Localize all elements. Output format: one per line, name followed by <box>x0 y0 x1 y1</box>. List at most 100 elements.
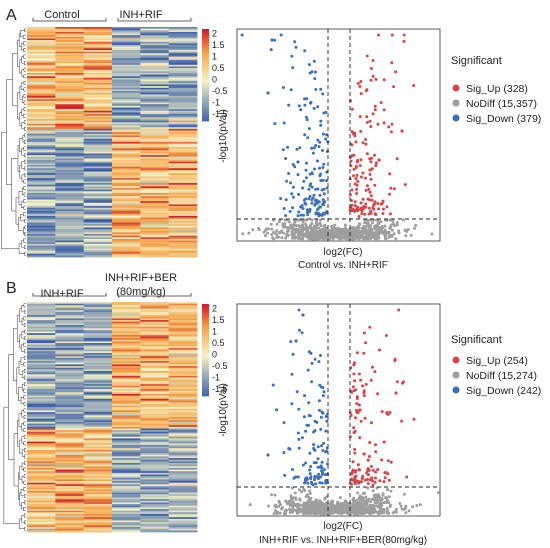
colorbar-segment <box>202 363 209 367</box>
heatmap-cell <box>168 305 198 308</box>
heatmap-cell <box>112 191 141 194</box>
point-nodiff <box>358 222 362 226</box>
heatmap-cell <box>112 181 141 184</box>
heatmap-cell <box>83 196 113 199</box>
heatmap-cell <box>27 163 56 166</box>
heatmap-cell <box>83 385 113 388</box>
heatmap-cell <box>27 45 56 48</box>
heatmap-cell <box>27 515 56 518</box>
point-nodiff <box>398 502 402 505</box>
panel-label-b: B <box>6 280 17 297</box>
point-down <box>314 211 318 215</box>
heatmap-cell <box>168 403 198 406</box>
heatmap-cell <box>83 36 113 39</box>
heatmap-cell <box>112 466 141 469</box>
heatmap-cell <box>55 192 85 195</box>
point-nodiff <box>277 231 281 235</box>
heatmap-cell <box>27 36 56 39</box>
heatmap-cell <box>27 454 56 457</box>
colorbar-segment <box>202 377 209 381</box>
point-up <box>389 460 393 464</box>
heatmap-cell <box>112 306 141 309</box>
heatmap-cell <box>83 382 113 385</box>
heatmap-cell <box>27 181 56 184</box>
heatmap-cell <box>83 338 113 341</box>
heatmap-cell <box>83 375 113 378</box>
heatmap-cell <box>168 316 198 319</box>
heatmap-cell <box>112 232 141 235</box>
heatmap-cell <box>112 505 141 508</box>
heatmap-cell <box>27 243 56 246</box>
heatmap-cell <box>140 89 170 92</box>
heatmap-cell <box>112 242 141 245</box>
heatmap-cell <box>55 82 85 85</box>
point-nodiff <box>352 233 356 237</box>
heatmap-cell <box>140 220 170 223</box>
heatmap-cell <box>27 237 56 240</box>
heatmap-cell <box>55 222 85 225</box>
heatmap-cell <box>27 510 56 513</box>
colorbar-tick-label: 0.5 <box>212 338 225 348</box>
heatmap-cell <box>55 235 85 238</box>
heatmap-cell <box>112 53 141 56</box>
point-up <box>395 157 399 161</box>
point-down <box>297 104 301 108</box>
heatmap-cell <box>168 87 198 90</box>
heatmap-cell <box>140 58 170 61</box>
point-up <box>388 192 392 196</box>
heatmap-cell <box>83 211 113 214</box>
heatmap-cell <box>27 209 56 212</box>
heatmap-cell <box>27 117 56 120</box>
heatmap-cell <box>55 443 85 446</box>
heatmap-cell <box>112 454 141 457</box>
heatmap-cell <box>83 487 113 490</box>
point-up <box>359 201 363 205</box>
heatmap-cell <box>168 153 198 156</box>
heatmap-b-colorbar: 21.510.50-0.5-1-1.5 <box>202 304 228 397</box>
point-nodiff <box>275 229 279 233</box>
point-up <box>365 88 369 92</box>
heatmap-cell <box>140 107 170 110</box>
heatmap-cell <box>140 405 170 408</box>
heatmap-cell <box>55 523 85 526</box>
point-down <box>303 103 307 107</box>
point-nodiff <box>394 237 398 241</box>
heatmap-cell <box>55 392 85 395</box>
heatmap-cell <box>168 479 198 482</box>
point-down <box>305 423 309 427</box>
heatmap-cell <box>27 408 56 411</box>
point-down <box>309 100 313 104</box>
heatmap-cell <box>140 211 170 214</box>
heatmap-cell <box>140 389 170 392</box>
heatmap-cell <box>140 100 170 103</box>
heatmap-cell <box>55 438 85 441</box>
heatmap-cell <box>27 356 56 359</box>
heatmap-cell <box>27 486 56 489</box>
heatmap-cell <box>112 331 141 334</box>
point-up <box>400 129 404 133</box>
point-nodiff <box>296 511 300 515</box>
heatmap-cell <box>168 117 198 120</box>
heatmap-cell <box>27 123 56 126</box>
heatmap-cell <box>83 405 113 408</box>
heatmap-cell <box>27 119 56 122</box>
heatmap-cell <box>55 128 85 131</box>
heatmap-cell <box>83 38 113 41</box>
heatmap-cell <box>83 443 113 446</box>
point-down <box>296 431 300 435</box>
heatmap-cell <box>168 315 198 318</box>
heatmap-b-group-2-label-line-1: INH+RIF+BER <box>105 272 177 284</box>
point-up <box>352 167 356 171</box>
point-nodiff <box>411 505 415 509</box>
heatmap-cell <box>83 344 113 347</box>
heatmap-cell <box>140 518 170 521</box>
point-down <box>326 150 329 153</box>
heatmap-cell <box>112 417 141 420</box>
colorbar-segment <box>202 31 209 34</box>
point-nodiff <box>304 495 308 498</box>
heatmap-cell <box>27 344 56 347</box>
heatmap-cell <box>140 105 170 108</box>
heatmap-cell <box>27 27 56 30</box>
point-nodiff <box>257 228 261 232</box>
heatmap-cell <box>55 196 85 199</box>
